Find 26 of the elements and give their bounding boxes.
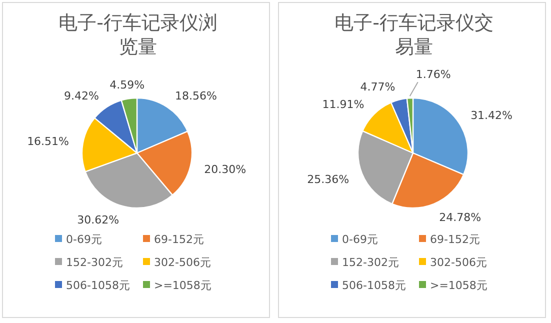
legend-label: 506-1058元: [342, 279, 406, 292]
legend-label: 0-69元: [66, 233, 102, 246]
legend-label: 69-152元: [430, 233, 480, 246]
legend-label: 0-69元: [342, 233, 378, 246]
legend-label: 152-302元: [66, 256, 123, 269]
legend-label: >=1058元: [154, 279, 212, 292]
legend-label: 506-1058元: [66, 279, 130, 292]
legend-label: 152-302元: [342, 256, 399, 269]
legend-label: >=1058元: [430, 279, 488, 292]
data-label: 9.42%: [64, 89, 99, 102]
chart-title: 电子-行车记录仪浏览量: [58, 11, 218, 59]
data-label: 25.36%: [307, 172, 350, 186]
chart-title: 电子-行车记录仪交易量: [334, 11, 494, 59]
data-label: 4.59%: [110, 78, 145, 92]
legend-label: 302-506元: [154, 256, 211, 269]
data-label: 20.30%: [204, 162, 246, 176]
data-label: 31.42%: [470, 108, 513, 122]
data-label: 11.91%: [322, 98, 364, 112]
legend-label: 69-152元: [154, 233, 204, 246]
data-label: 4.77%: [360, 80, 396, 94]
data-label: 18.56%: [174, 89, 217, 102]
data-label: 16.51%: [27, 135, 70, 148]
data-label: 30.62%: [77, 214, 120, 227]
data-label: 1.76%: [416, 68, 451, 82]
legend-label: 302-506元: [430, 256, 487, 269]
data-label: 24.78%: [439, 210, 482, 224]
